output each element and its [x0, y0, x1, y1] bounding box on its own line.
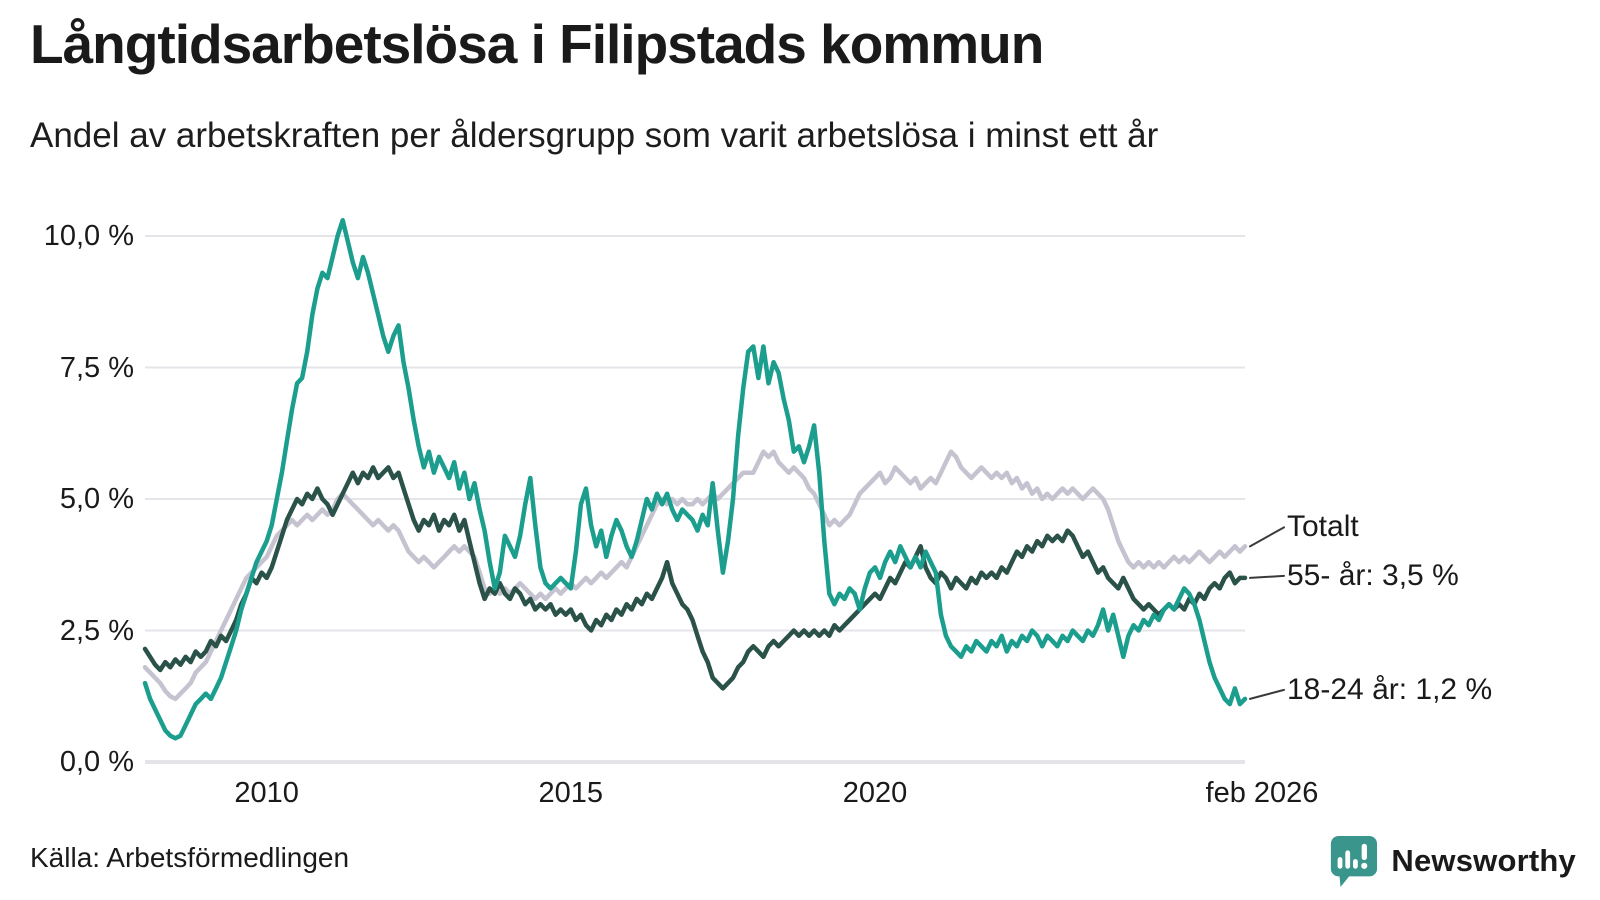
source-note: Källa: Arbetsförmedlingen — [30, 842, 350, 873]
x-axis-tick-label: 2010 — [234, 777, 299, 809]
newsworthy-logo[interactable]: Newsworthy — [1328, 834, 1576, 888]
y-axis-tick-label: 5,0 % — [59, 483, 134, 515]
x-axis-tick-label: feb 2026 — [1205, 777, 1319, 809]
series-label-totalt: Totalt — [1287, 510, 1359, 544]
page-title: Långtidsarbetslösa i Filipstads kommun — [30, 13, 1044, 75]
y-axis-tick-label: 10,0 % — [43, 220, 134, 252]
series-label-18-24-ar: 18-24 år: 1,2 % — [1287, 672, 1493, 706]
newsworthy-bar-chart-speech-bubble-icon — [1331, 836, 1378, 887]
y-axis-tick-label: 2,5 % — [59, 614, 134, 647]
brand-name: Newsworthy — [1391, 843, 1576, 878]
series-label-55-ar: 55- år: 3,5 % — [1287, 558, 1459, 592]
y-axis-tick-label: 0,0 % — [59, 746, 134, 778]
y-axis-tick-label: 7,5 % — [59, 351, 134, 384]
x-axis-tick-label: 2015 — [538, 777, 604, 809]
x-axis-tick-label: 2020 — [842, 777, 908, 809]
chart-subtitle: Andel av arbetskraften per åldersgrupp s… — [30, 116, 1159, 155]
